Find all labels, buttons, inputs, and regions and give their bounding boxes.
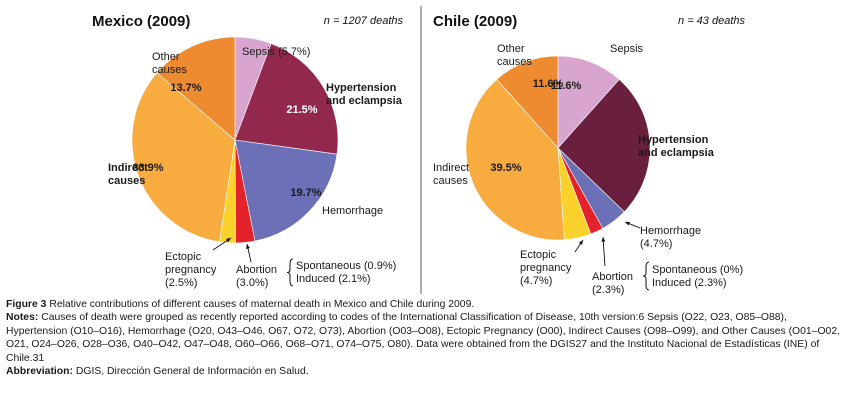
figure-caption: Figure 3 Relative contributions of diffe…: [6, 298, 842, 378]
chile-category-label-ectopic-pregnancy: (4.7%): [520, 275, 552, 287]
caption-figure-text: Relative contributions of different caus…: [49, 299, 475, 310]
chile-slice-hypertension-and-eclampsia: [557, 78, 651, 213]
mexico-category-label-abortion: (3.0%): [236, 277, 268, 289]
chile-slice-indirect-causes: [465, 78, 565, 241]
mexico-leader-arrowhead: [246, 244, 250, 249]
chile-slice-other-causes: [496, 55, 559, 149]
mexico-category-label-hypertension-and-eclampsia: Hypertension: [326, 82, 397, 94]
mexico-slice-other-causes: [156, 36, 236, 141]
mexico-leader-arrowhead: [226, 238, 231, 243]
chile-abortion-breakdown: Induced (2.3%): [652, 277, 727, 289]
figure-panels: Mexico (2009) n = 1207 deaths Sepsis (5.7%…: [92, 6, 745, 296]
chile-category-label-hypertension-and-eclampsia: and eclampsia: [638, 147, 715, 159]
caption-notes-text: Causes of death were grouped as recently…: [6, 312, 840, 364]
caption-figure-label: Figure 3: [6, 299, 47, 310]
chile-sample-size: n = 43 deaths: [678, 15, 745, 27]
chile-abortion-brace: [642, 261, 650, 291]
chile-category-label-other-causes: Other: [497, 43, 525, 55]
chile-leader-arrowhead: [601, 237, 606, 242]
caption-notes: Notes: Causes of death were grouped as r…: [6, 311, 842, 365]
chile-value-label-hypertension-and-eclampsia: 25.6%: [676, 143, 707, 155]
chile-value-label-sepsis: 11.6%: [551, 80, 582, 92]
chile-category-label-ectopic-pregnancy: pregnancy: [520, 262, 572, 274]
chile-category-label-abortion: (2.3%): [592, 284, 624, 296]
mexico-chart-title: Mexico (2009): [92, 13, 190, 30]
chile-category-label-other-causes: causes: [497, 56, 532, 68]
mexico-value-label-other-causes: 13.7%: [170, 82, 201, 94]
chile-abortion-breakdown: Spontaneous (0%): [652, 264, 743, 276]
caption-abbrev-text: DGIS, Dirección General de Información e…: [75, 366, 309, 378]
chile-chart-title: Chile (2009): [433, 13, 517, 30]
mexico-abortion-breakdown: Induced (2.1%): [296, 273, 371, 285]
mexico-value-label-hypertension-and-eclampsia: 21.5%: [286, 104, 317, 116]
mexico-category-label-ectopic-pregnancy: pregnancy: [165, 264, 217, 276]
chile-category-label-sepsis: Sepsis: [610, 43, 644, 55]
chile-leader-arrowhead: [625, 221, 630, 226]
chile-category-label-indirect-causes: causes: [433, 175, 468, 187]
chile-category-label-abortion: Abortion: [592, 271, 633, 283]
chile-category-label-hemorrhage: Hemorrhage: [640, 225, 701, 237]
mexico-abortion-breakdown: Spontaneous (0.9%): [296, 260, 396, 272]
chile-category-label-hemorrhage: (4.7%): [640, 238, 672, 250]
chile-value-label-other-causes: 11.6%: [533, 78, 564, 90]
caption-figure: Figure 3 Relative contributions of diffe…: [6, 298, 842, 311]
chile-slice-sepsis: [557, 55, 620, 149]
mexico-slice-hemorrhage: [234, 139, 338, 242]
mexico-category-label-sepsis: Sepsis (5.7%): [242, 46, 310, 58]
mexico-sample-size: n = 1207 deaths: [324, 15, 404, 27]
chile-leader-line: [602, 236, 606, 267]
mexico-category-label-indirect-causes: Indirect: [108, 162, 148, 174]
chile-category-label-indirect-causes: Indirect: [433, 162, 469, 174]
mexico-slice-hypertension-and-eclampsia: [234, 43, 339, 155]
chile-category-label-ectopic-pregnancy: Ectopic: [520, 249, 557, 261]
mexico-category-label-hemorrhage: Hemorrhage: [322, 205, 383, 217]
caption-abbreviation: Abbreviation: DGIS, Dirección General de…: [6, 365, 842, 378]
chile-leader-arrowhead: [578, 240, 583, 245]
mexico-category-label-ectopic-pregnancy: Ectopic: [165, 251, 202, 263]
mexico-value-label-hemorrhage: 19.7%: [290, 187, 321, 199]
mexico-abortion-brace: [286, 258, 294, 287]
mexico-category-label-hypertension-and-eclampsia: and eclampsia: [326, 95, 403, 107]
mexico-slice-indirect-causes: [131, 72, 236, 243]
mexico-category-label-other-causes: Other: [152, 51, 180, 63]
chile-category-label-hypertension-and-eclampsia: Hypertension: [638, 134, 709, 146]
mexico-category-label-abortion: Abortion: [236, 264, 277, 276]
chile-value-label-indirect-causes: 39.5%: [490, 162, 521, 174]
caption-notes-label: Notes:: [6, 312, 39, 324]
mexico-category-label-other-causes: causes: [152, 64, 187, 76]
caption-abbrev-label: Abbreviation:: [6, 366, 73, 378]
mexico-category-label-indirect-causes: causes: [108, 175, 145, 187]
mexico-value-label-indirect-causes: 33.9%: [132, 162, 163, 174]
mexico-category-label-ectopic-pregnancy: (2.5%): [165, 277, 197, 289]
